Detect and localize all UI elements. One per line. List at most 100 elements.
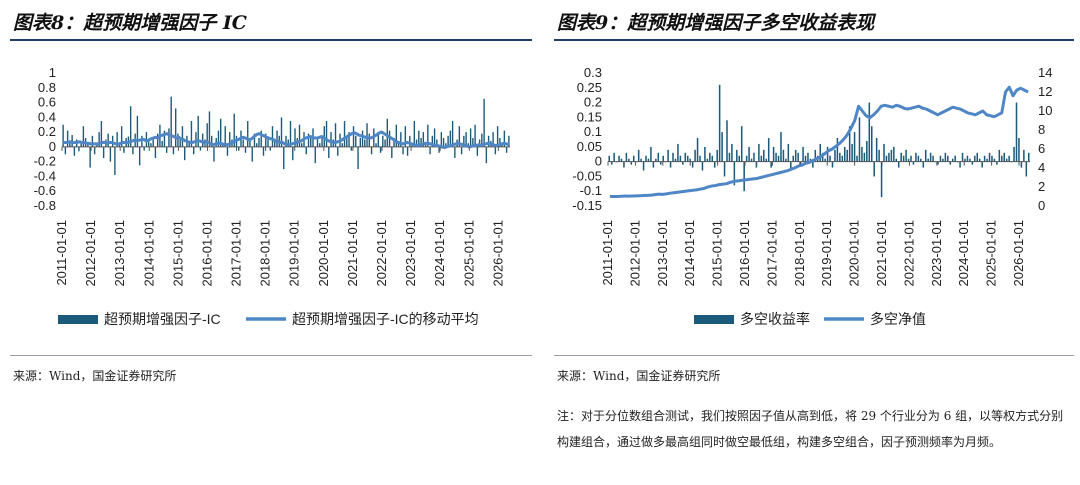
bar xyxy=(147,139,150,147)
bar xyxy=(348,132,350,147)
bar xyxy=(472,138,474,147)
bar xyxy=(861,146,863,162)
bar xyxy=(932,155,934,162)
bar xyxy=(449,130,452,147)
bar xyxy=(87,143,89,147)
bar xyxy=(357,146,359,170)
bar xyxy=(211,135,213,147)
bar xyxy=(188,143,190,147)
bar xyxy=(888,152,890,162)
bar xyxy=(298,124,301,147)
x-tick-label: 2021-01-01 xyxy=(345,220,360,287)
bar xyxy=(274,140,276,147)
bar xyxy=(355,135,357,147)
bar xyxy=(170,96,172,147)
bar xyxy=(880,161,883,198)
bar xyxy=(748,146,750,162)
bar xyxy=(69,143,71,147)
bar xyxy=(368,133,370,147)
bar xyxy=(89,146,91,168)
bar xyxy=(765,158,768,162)
bar xyxy=(280,117,283,147)
bar xyxy=(436,139,438,147)
bar xyxy=(709,152,711,162)
bar xyxy=(438,146,440,153)
bar xyxy=(319,143,321,147)
bar xyxy=(910,155,912,162)
bar xyxy=(375,143,377,147)
bar xyxy=(310,138,312,147)
bar xyxy=(229,132,231,147)
bar xyxy=(684,152,687,162)
y-tick-label: -0.4 xyxy=(34,168,56,183)
bar xyxy=(267,139,269,147)
bar xyxy=(269,146,271,151)
bar xyxy=(677,143,679,162)
bar xyxy=(422,132,425,147)
bar xyxy=(276,130,278,147)
bar xyxy=(981,161,983,168)
bar xyxy=(474,124,476,147)
bar xyxy=(763,149,765,162)
bar xyxy=(895,158,898,162)
bar xyxy=(379,146,382,153)
bar xyxy=(939,155,942,162)
bar xyxy=(743,161,745,192)
bar xyxy=(831,161,834,168)
bar xyxy=(78,146,80,152)
bar xyxy=(190,121,193,147)
bar xyxy=(713,161,716,168)
x-tick-label: 2012-01-01 xyxy=(627,220,642,287)
bar xyxy=(132,146,134,155)
right-title-rule xyxy=(554,39,1074,41)
bar xyxy=(226,146,229,156)
bar xyxy=(377,132,379,147)
bar xyxy=(782,149,785,162)
bar xyxy=(986,158,988,162)
bar xyxy=(645,155,647,162)
x-tick-label: 2025-01-01 xyxy=(461,220,476,287)
legend-label: 多空净值 xyxy=(870,311,926,327)
bar xyxy=(141,135,143,147)
bar xyxy=(669,161,672,168)
bar xyxy=(199,146,202,151)
bar xyxy=(161,140,163,147)
bar xyxy=(951,158,954,162)
bar xyxy=(424,143,427,147)
bar xyxy=(451,121,454,147)
x-tick-label: 2022-01-01 xyxy=(374,220,389,287)
right-source: 来源：Wind，国金证券研究所 xyxy=(557,369,721,383)
bar xyxy=(406,146,409,156)
y2-tick-label: 14 xyxy=(1038,65,1052,80)
bar xyxy=(829,155,831,162)
bar xyxy=(738,155,741,162)
bar xyxy=(745,155,748,162)
bar xyxy=(991,155,993,162)
bar xyxy=(610,161,613,165)
bar xyxy=(247,121,249,147)
bar xyxy=(285,135,287,147)
bar xyxy=(755,161,758,168)
bar xyxy=(107,133,109,147)
bar xyxy=(328,146,330,158)
bar xyxy=(736,149,738,162)
bar xyxy=(123,146,125,153)
left-source: 来源：Wind，国金证券研究所 xyxy=(13,369,177,383)
y-tick-label: -0.6 xyxy=(34,183,56,198)
x-tick-label: 2017-01-01 xyxy=(229,220,244,286)
bar xyxy=(613,152,615,162)
bar xyxy=(64,146,67,155)
bar xyxy=(404,126,407,147)
bar xyxy=(294,128,296,147)
bar xyxy=(659,161,662,165)
x-tick-label: 2017-01-01 xyxy=(764,220,779,287)
bar xyxy=(628,158,630,162)
bar xyxy=(694,149,696,162)
bar xyxy=(496,126,499,147)
bar xyxy=(927,158,929,162)
bar xyxy=(1005,158,1008,162)
bar xyxy=(102,146,105,158)
bar xyxy=(494,146,497,155)
left-title-rule xyxy=(10,39,532,41)
bar xyxy=(699,155,701,162)
